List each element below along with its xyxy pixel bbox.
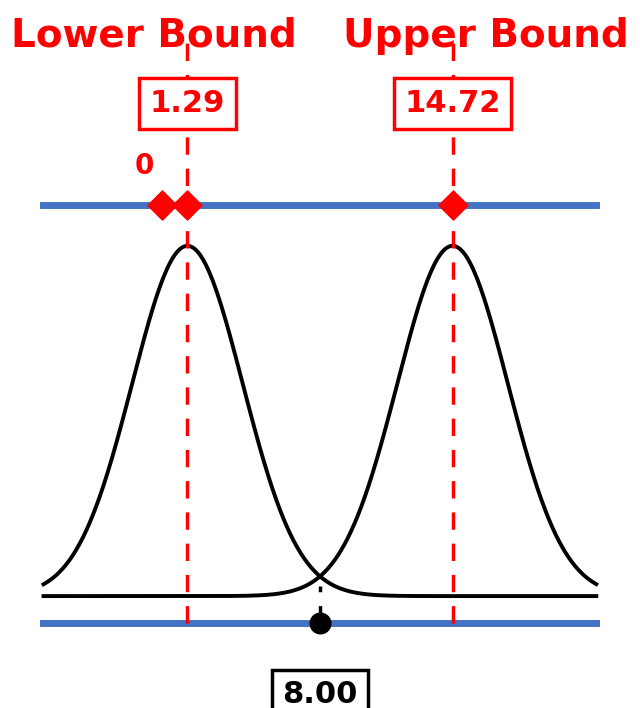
Point [447,200,458,211]
Text: Lower Bound: Lower Bound [12,17,297,55]
Point [315,617,325,629]
Text: 8.00: 8.00 [282,680,358,708]
Text: 1.29: 1.29 [150,89,225,118]
Point [182,200,193,211]
Text: 14.72: 14.72 [404,89,500,118]
Point [157,200,167,211]
Text: 0: 0 [134,152,154,180]
Text: Upper Bound: Upper Bound [343,17,628,55]
